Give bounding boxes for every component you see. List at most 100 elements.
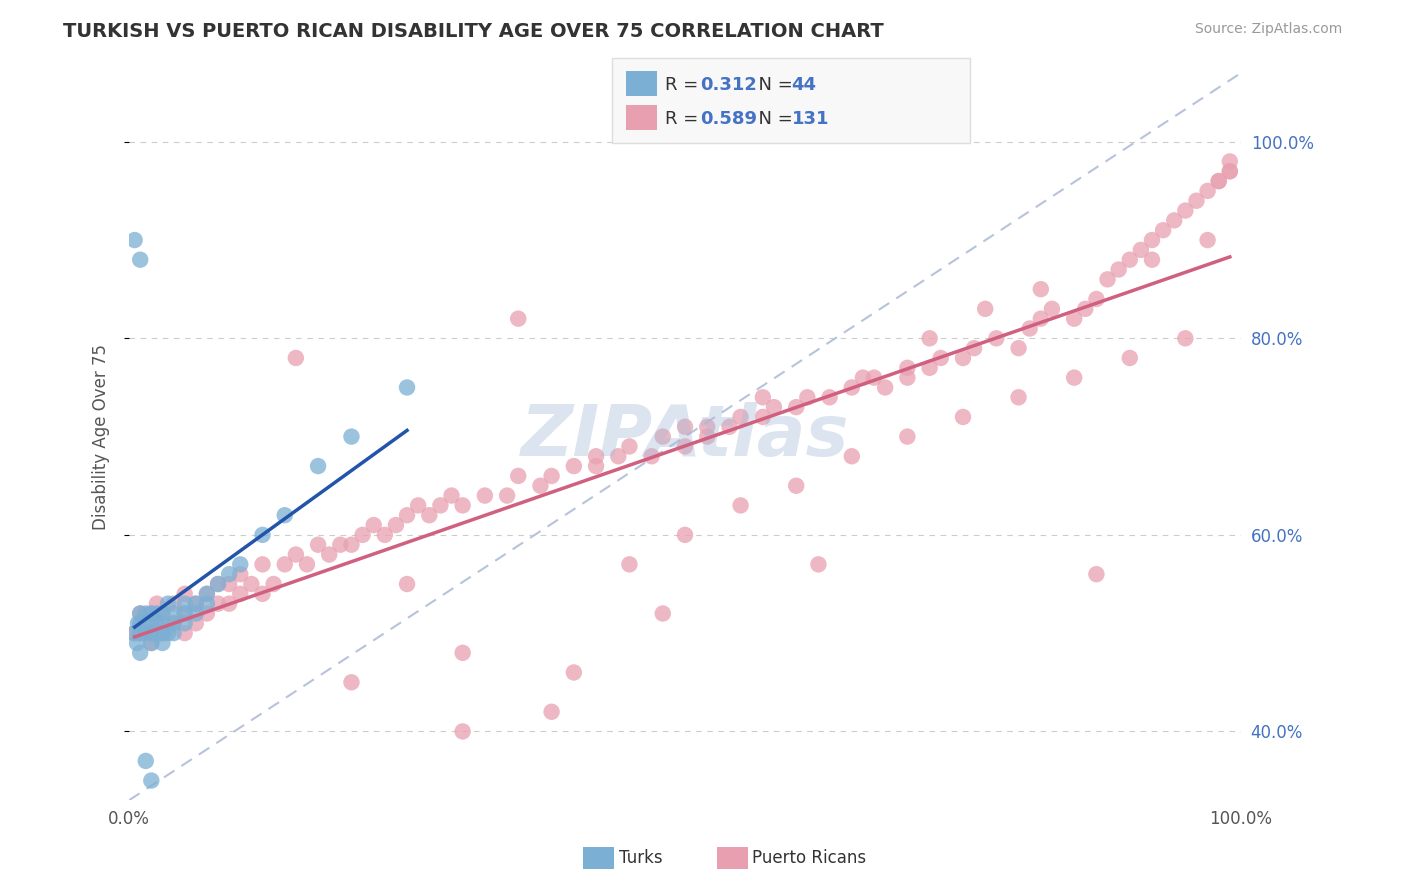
Point bbox=[274, 558, 297, 572]
Point bbox=[1185, 194, 1208, 208]
Point bbox=[129, 607, 152, 621]
Point bbox=[818, 390, 841, 404]
Point bbox=[952, 409, 974, 424]
Point bbox=[252, 587, 274, 601]
Text: TURKISH VS PUERTO RICAN DISABILITY AGE OVER 75 CORRELATION CHART: TURKISH VS PUERTO RICAN DISABILITY AGE O… bbox=[63, 22, 884, 41]
Point bbox=[374, 528, 396, 542]
Point bbox=[156, 626, 179, 640]
Point bbox=[585, 449, 607, 463]
Point bbox=[619, 558, 641, 572]
Point bbox=[1063, 370, 1085, 384]
Point bbox=[129, 252, 152, 267]
Point bbox=[184, 597, 207, 611]
Point bbox=[162, 616, 184, 631]
Point bbox=[146, 597, 169, 611]
Text: Turks: Turks bbox=[619, 849, 662, 867]
Point bbox=[127, 616, 149, 631]
Point bbox=[562, 459, 585, 474]
Point bbox=[152, 607, 174, 621]
Point bbox=[318, 548, 340, 562]
Point bbox=[184, 616, 207, 631]
Point bbox=[986, 331, 1008, 345]
Point bbox=[1119, 351, 1142, 365]
Point bbox=[1197, 184, 1219, 198]
Text: 0.589: 0.589 bbox=[700, 110, 758, 128]
Point bbox=[173, 616, 195, 631]
Point bbox=[195, 597, 218, 611]
Point bbox=[863, 370, 886, 384]
Point bbox=[129, 626, 152, 640]
Point bbox=[146, 626, 169, 640]
Point bbox=[141, 626, 163, 640]
Point bbox=[229, 567, 252, 582]
Point bbox=[229, 558, 252, 572]
Point bbox=[195, 587, 218, 601]
Point bbox=[152, 626, 174, 640]
Point bbox=[1174, 331, 1197, 345]
Y-axis label: Disability Age Over 75: Disability Age Over 75 bbox=[93, 343, 110, 530]
Point bbox=[1085, 292, 1108, 306]
Point bbox=[1129, 243, 1152, 257]
Text: Source: ZipAtlas.com: Source: ZipAtlas.com bbox=[1195, 22, 1343, 37]
Point bbox=[396, 577, 419, 591]
Point bbox=[896, 360, 918, 375]
Point bbox=[1208, 174, 1230, 188]
Point bbox=[141, 607, 163, 621]
Point bbox=[396, 380, 419, 394]
Point bbox=[585, 459, 607, 474]
Point bbox=[1219, 154, 1241, 169]
Point bbox=[152, 636, 174, 650]
Point bbox=[173, 626, 195, 640]
Point bbox=[1197, 233, 1219, 247]
Text: R =: R = bbox=[665, 110, 704, 128]
Point bbox=[135, 626, 157, 640]
Point bbox=[1140, 233, 1163, 247]
Point bbox=[651, 607, 673, 621]
Point bbox=[1163, 213, 1185, 227]
Point bbox=[1097, 272, 1119, 286]
Point bbox=[141, 773, 163, 788]
Point bbox=[496, 489, 519, 503]
Point bbox=[730, 499, 752, 513]
Point bbox=[162, 597, 184, 611]
Text: Puerto Ricans: Puerto Ricans bbox=[752, 849, 866, 867]
Point bbox=[162, 616, 184, 631]
Point bbox=[284, 351, 307, 365]
Point bbox=[1119, 252, 1142, 267]
Point bbox=[651, 429, 673, 443]
Point bbox=[875, 380, 897, 394]
Point bbox=[762, 400, 785, 414]
Point bbox=[440, 489, 463, 503]
Text: N =: N = bbox=[747, 110, 799, 128]
Point bbox=[195, 587, 218, 601]
Point bbox=[129, 646, 152, 660]
Point bbox=[135, 616, 157, 631]
Point bbox=[451, 724, 474, 739]
Point bbox=[807, 558, 830, 572]
Point bbox=[1018, 321, 1040, 335]
Point bbox=[124, 233, 146, 247]
Point bbox=[162, 607, 184, 621]
Point bbox=[529, 479, 551, 493]
Point bbox=[1108, 262, 1130, 277]
Point bbox=[135, 607, 157, 621]
Point bbox=[673, 528, 696, 542]
Point bbox=[146, 616, 169, 631]
Point bbox=[718, 419, 741, 434]
Point bbox=[1219, 164, 1241, 178]
Point bbox=[508, 311, 530, 326]
Point bbox=[173, 607, 195, 621]
Point bbox=[129, 626, 152, 640]
Point bbox=[1152, 223, 1174, 237]
Point bbox=[406, 499, 429, 513]
Point bbox=[785, 400, 807, 414]
Point bbox=[363, 518, 385, 533]
Point bbox=[1174, 203, 1197, 218]
Text: N =: N = bbox=[747, 76, 799, 94]
Point bbox=[125, 636, 148, 650]
Point bbox=[451, 499, 474, 513]
Text: ZIPAtlas: ZIPAtlas bbox=[520, 402, 849, 471]
Point bbox=[229, 587, 252, 601]
Point bbox=[696, 419, 718, 434]
Point bbox=[841, 380, 863, 394]
